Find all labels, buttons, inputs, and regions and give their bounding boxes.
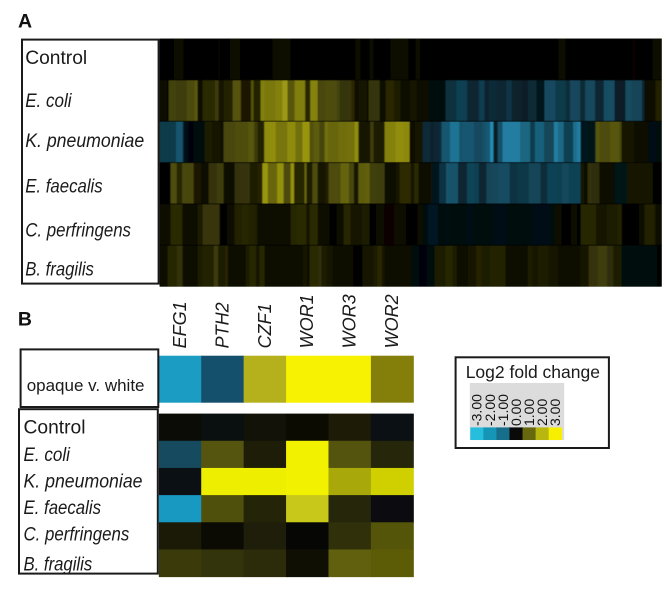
svg-text:E. faecalis: E. faecalis: [25, 176, 103, 198]
svg-text:WOR2: WOR2: [382, 294, 402, 348]
svg-text:B. fragilis: B. fragilis: [25, 259, 94, 281]
svg-text:B. fragilis: B. fragilis: [24, 553, 93, 575]
svg-text:Log2 fold change: Log2 fold change: [466, 362, 600, 382]
svg-text:C. perfringens: C. perfringens: [25, 219, 131, 241]
svg-text:K. pneumoniae: K. pneumoniae: [25, 130, 144, 152]
svg-text:1.00: 1.00: [521, 399, 537, 426]
svg-text:0.00: 0.00: [508, 399, 524, 426]
svg-text:3.00: 3.00: [547, 399, 563, 426]
svg-text:-1.00: -1.00: [495, 394, 511, 426]
svg-text:-2.00: -2.00: [482, 394, 498, 426]
svg-text:K. pneumoniae: K. pneumoniae: [24, 471, 143, 493]
svg-text:CZF1: CZF1: [255, 303, 275, 348]
svg-text:EFG1: EFG1: [170, 301, 190, 348]
svg-text:PTH2: PTH2: [212, 302, 232, 348]
svg-text:2.00: 2.00: [534, 399, 550, 426]
svg-text:A: A: [18, 11, 32, 33]
svg-text:E. coli: E. coli: [25, 90, 72, 112]
svg-text:C. perfringens: C. perfringens: [24, 524, 130, 546]
svg-text:WOR3: WOR3: [340, 294, 360, 348]
svg-text:E. faecalis: E. faecalis: [24, 497, 102, 519]
svg-text:opaque v. white: opaque v. white: [27, 376, 145, 395]
svg-text:B: B: [18, 308, 32, 330]
svg-text:E. coli: E. coli: [24, 444, 71, 466]
svg-text:-3.00: -3.00: [469, 394, 485, 426]
svg-text:WOR1: WOR1: [297, 294, 317, 348]
svg-text:Control: Control: [24, 417, 86, 439]
svg-text:Control: Control: [25, 47, 87, 69]
